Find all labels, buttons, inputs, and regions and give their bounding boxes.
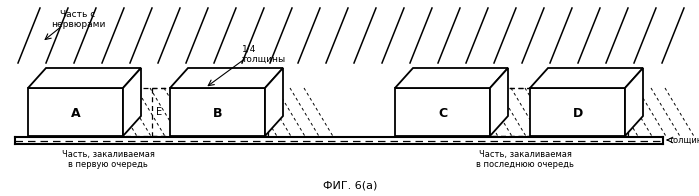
Polygon shape: [28, 88, 123, 136]
Polygon shape: [395, 68, 508, 88]
Polygon shape: [170, 68, 283, 88]
Text: B: B: [212, 106, 222, 120]
Polygon shape: [170, 88, 265, 136]
Text: Часть, закаливаемая
в первую очередь: Часть, закаливаемая в первую очередь: [62, 150, 154, 169]
Polygon shape: [265, 68, 283, 136]
Text: 1/4
толщины: 1/4 толщины: [242, 44, 286, 63]
Text: C: C: [438, 106, 447, 120]
Polygon shape: [395, 88, 490, 136]
Text: A: A: [71, 106, 80, 120]
Text: E: E: [156, 107, 162, 117]
Polygon shape: [490, 68, 508, 136]
Polygon shape: [625, 68, 643, 136]
Polygon shape: [530, 88, 625, 136]
Polygon shape: [28, 68, 141, 88]
Text: Часть, закаливаемая
в последнюю очередь: Часть, закаливаемая в последнюю очередь: [476, 150, 574, 169]
Polygon shape: [123, 68, 141, 136]
Text: D: D: [572, 106, 583, 120]
Text: толщина: толщина: [669, 135, 699, 144]
Polygon shape: [530, 68, 643, 88]
Text: Часть с
нервюрами: Часть с нервюрами: [51, 10, 105, 29]
Text: ФИГ. 6(a): ФИГ. 6(a): [323, 181, 377, 191]
